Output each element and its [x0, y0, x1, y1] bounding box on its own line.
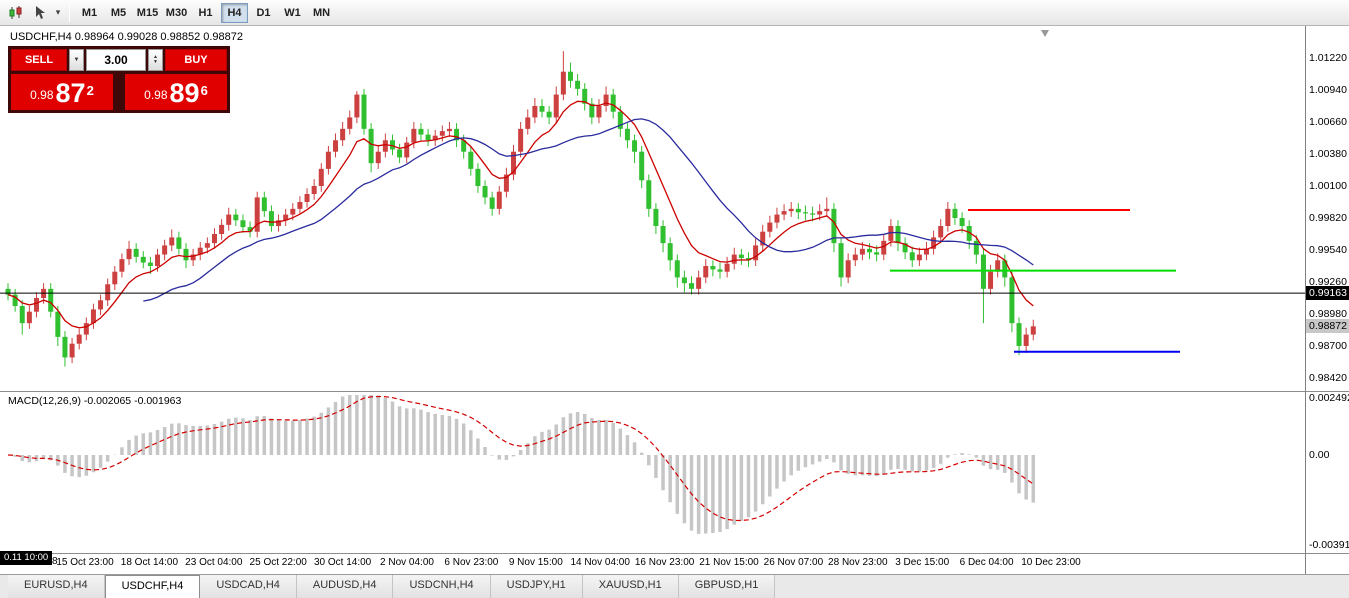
price-axis-label: 0.99540 [1309, 244, 1347, 256]
main-toolbar: ▾ M1 M5 M15 M30 H1 H4 D1 W1 MN [0, 0, 1349, 26]
time-axis-label: 15 Oct 23:00 [56, 557, 114, 568]
timeframe-button-m1[interactable]: M1 [76, 3, 103, 23]
time-axis-label: 14 Nov 04:00 [570, 557, 630, 568]
price-axis-label: 0.99820 [1309, 212, 1347, 224]
chart-tab-bar: EURUSD,H4 USDCHF,H4 USDCAD,H4 AUDUSD,H4 USDC… [0, 574, 1349, 598]
crosshair-time-badge: 0.11 10:00 [0, 551, 53, 565]
time-axis-label: 6 Nov 23:00 [444, 557, 499, 568]
chevron-down-icon: ▼ [153, 59, 158, 65]
timeframe-button-h4[interactable]: H4 [221, 2, 248, 23]
time-axis-label: 6 Dec 04:00 [959, 557, 1014, 568]
cursor-icon [36, 6, 45, 19]
macd-signal-line [7, 395, 1034, 522]
tab-usdjpy-h1[interactable]: USDJPY,H1 [490, 575, 583, 598]
macd-axis-label: -0.003913 [1309, 538, 1349, 551]
time-axis-label: 3 Dec 15:00 [895, 557, 950, 568]
macd-axis-label: 0.002492 [1309, 391, 1349, 404]
candlestick-chart-icon [9, 5, 22, 19]
time-axis-label: 16 Nov 23:00 [634, 557, 695, 568]
toolbar-dropdown-button[interactable]: ▾ [52, 2, 64, 24]
buy-button[interactable]: BUY [165, 49, 227, 71]
cursor-tool-button[interactable] [28, 2, 52, 24]
timeframe-button-w1[interactable]: W1 [279, 3, 306, 23]
sell-price-big-digits: 87 [55, 78, 86, 108]
tab-usdcad-h4[interactable]: USDCAD,H4 [200, 575, 297, 598]
price-marker-0.98872: 0.98872 [1306, 319, 1349, 334]
macd-axis-label: 0.00 [1309, 449, 1330, 461]
tab-audusd-h4[interactable]: AUDUSD,H4 [296, 575, 394, 598]
tab-usdchf-h4[interactable]: USDCHF,H4 [104, 575, 201, 598]
time-axis-label: 25 Oct 22:00 [249, 557, 307, 568]
time-axis-label: 28 Nov 23:00 [828, 557, 888, 568]
timeframe-button-m5[interactable]: M5 [105, 3, 132, 23]
buy-price-display[interactable]: 0.98 89 6 [125, 74, 227, 110]
time-axis-label: 9 Nov 15:00 [508, 557, 563, 568]
horizontal-level-lines[interactable] [0, 209, 1305, 353]
tab-xauusd-h1[interactable]: XAUUSD,H1 [582, 575, 679, 598]
sell-price-prefix: 0.98 [30, 88, 54, 103]
price-marker-0.99163: 0.99163 [1306, 286, 1349, 301]
toolbar-separator [69, 3, 70, 22]
time-axis-separator [0, 553, 1349, 554]
price-axis-label: 0.99260 [1309, 276, 1347, 288]
sell-price-pipette: 2 [86, 83, 94, 98]
macd-histogram [13, 395, 1036, 534]
price-axis-label: 0.98700 [1309, 340, 1347, 352]
price-axis-label: 1.00100 [1309, 180, 1347, 192]
timeframe-group: M1 M5 M15 M30 H1 H4 D1 W1 MN [75, 2, 336, 23]
tab-gbpusd-h1[interactable]: GBPUSD,H1 [678, 575, 776, 598]
buy-price-big-digits: 89 [169, 78, 200, 108]
time-axis-label: 23 Oct 04:00 [185, 557, 243, 568]
timeframe-button-d1[interactable]: D1 [250, 3, 277, 23]
price-axis-border [1305, 26, 1306, 574]
buy-price-prefix: 0.98 [144, 88, 168, 103]
chart-region: USDCHF,H4 0.98964 0.99028 0.98852 0.9887… [0, 26, 1349, 574]
tab-usdcnh-h4[interactable]: USDCNH,H4 [393, 575, 491, 598]
timeframe-button-h1[interactable]: H1 [192, 3, 219, 23]
time-axis-label: 10 Dec 23:00 [1021, 557, 1081, 568]
lot-size-input[interactable] [86, 49, 146, 71]
price-axis-label: 1.00380 [1309, 148, 1347, 160]
time-axis-label-partial: 8 [52, 556, 58, 567]
order-options-dropdown[interactable]: ▼ [69, 49, 84, 71]
candlestick-series [5, 51, 1036, 367]
price-axis-label: 1.01220 [1309, 52, 1347, 64]
time-axis-label: 21 Nov 15:00 [699, 557, 759, 568]
tab-eurusd-h4[interactable]: EURUSD,H4 [8, 575, 105, 598]
chevron-up-icon: ▲ [153, 54, 158, 60]
panel-splitter[interactable] [0, 391, 1349, 392]
lot-size-stepper[interactable]: ▲ ▼ [148, 49, 163, 71]
ma-slow-line [143, 118, 1034, 302]
time-axis-label: 2 Nov 04:00 [380, 557, 434, 568]
price-axis-label: 0.98980 [1309, 308, 1347, 320]
chevron-down-icon: ▾ [55, 7, 61, 17]
time-axis-label: 30 Oct 14:00 [313, 557, 372, 568]
ma-fast-line [7, 100, 1034, 329]
time-axis-label: 26 Nov 07:00 [763, 557, 824, 568]
price-axis-label: 1.00660 [1309, 116, 1347, 128]
sell-button[interactable]: SELL [11, 49, 67, 71]
timeframe-button-m15[interactable]: M15 [134, 3, 161, 23]
sell-price-display[interactable]: 0.98 87 2 [11, 74, 113, 110]
price-chart-canvas[interactable] [0, 26, 1305, 391]
chevron-down-icon: ▼ [73, 57, 80, 63]
timeframe-button-mn[interactable]: MN [308, 3, 335, 23]
macd-indicator-label: MACD(12,26,9) -0.002065 -0.001963 [8, 395, 182, 407]
buy-price-pipette: 6 [200, 83, 208, 98]
one-click-trade-panel: SELL ▼ ▲ ▼ BUY 0.98 87 2 0.98 [8, 46, 230, 113]
time-axis-label: 18 Oct 14:00 [120, 557, 179, 568]
price-axis-label: 1.00940 [1309, 84, 1347, 96]
chart-type-button[interactable] [4, 2, 28, 24]
timeframe-button-m30[interactable]: M30 [163, 3, 190, 23]
price-axis-label: 0.98420 [1309, 372, 1347, 384]
chart-info-line: USDCHF,H4 0.98964 0.99028 0.98852 0.9887… [10, 31, 244, 43]
macd-indicator-canvas[interactable] [0, 392, 1305, 553]
chart-shift-marker [1041, 30, 1049, 37]
